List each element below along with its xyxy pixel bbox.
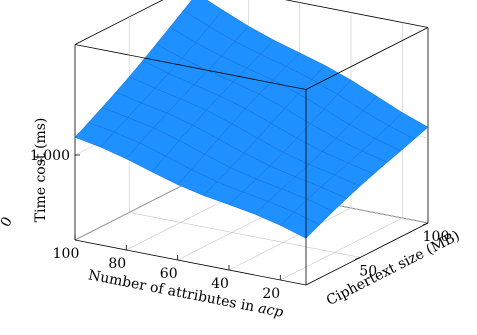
z-axis-label: Time cost (ms) — [33, 118, 49, 223]
y-axis-label: Ciphertext size (MB) — [324, 228, 463, 309]
box-edge — [305, 27, 429, 90]
box-edge — [74, 44, 307, 90]
box-edge — [74, 0, 164, 45]
x-tick-label: 80 — [108, 256, 126, 272]
z-tick-label: 1,000 — [30, 148, 70, 164]
x-tick-label: 20 — [262, 286, 280, 302]
y-tick-mark — [355, 257, 361, 260]
y-tick-mark — [422, 222, 429, 226]
y-tick-label: 100 — [423, 229, 450, 245]
grid-line-y-floor — [129, 212, 361, 258]
x-axis-label-var: acp — [257, 300, 285, 321]
box-edge — [305, 222, 429, 286]
tick-marks: 20 40 60 80 100 50 100 1,000 — [30, 148, 449, 302]
grid-line-x-floor — [74, 177, 198, 241]
clipped-label: 0 — [0, 214, 16, 230]
grid-line-x-floor — [228, 207, 352, 271]
grid-line-x-floor — [280, 217, 403, 281]
x-tick-label: 60 — [160, 266, 178, 282]
surface-patch — [74, 122, 115, 148]
x-tick-label: 100 — [53, 246, 80, 262]
surface — [74, 0, 429, 239]
box-edge — [284, 0, 429, 28]
x-tick-label: 40 — [211, 276, 229, 292]
y-tick-label: 50 — [359, 263, 377, 279]
axis-box-front — [74, 27, 429, 286]
box-edge — [74, 239, 307, 286]
